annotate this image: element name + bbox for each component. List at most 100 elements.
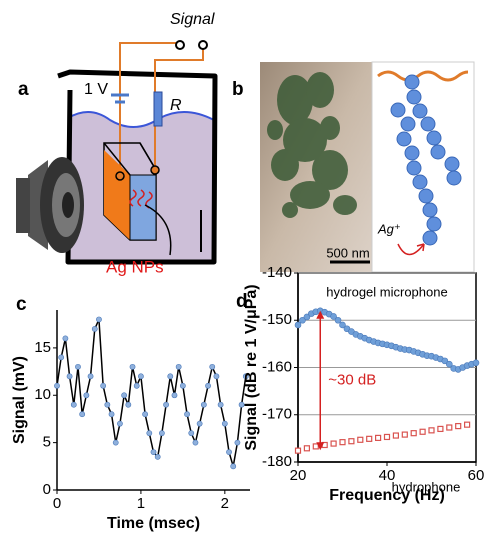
marker [299,316,306,324]
x-tick-label: 2 [221,495,229,512]
marker [200,401,207,408]
marker [175,363,182,370]
x-tick-label: 40 [379,467,396,484]
y-tick-label: 15 [34,339,51,356]
annotation: ~30 dB [328,371,376,388]
marker [419,428,426,435]
marker [158,430,165,437]
marker [294,321,302,329]
marker [171,392,178,399]
marker [242,373,249,380]
marker [87,373,94,380]
marker [112,439,119,446]
y-tick-label: 0 [43,481,51,498]
marker [188,430,195,437]
marker [54,382,60,389]
x-tick-label: 60 [468,467,485,484]
y-tick-label: -160 [262,358,292,375]
diagram-a [16,40,218,265]
marker [238,401,245,408]
panel-label: b [232,79,244,100]
marker [125,401,132,408]
marker [455,422,462,430]
y-tick-label: 10 [34,386,51,403]
marker [146,430,153,437]
marker [100,382,107,389]
series-label: hydrogel microphone [326,284,447,299]
marker [294,447,302,454]
panel-label: a [18,79,29,100]
marker [312,443,319,450]
marker [330,313,337,320]
ion-label: Ag⁺ [377,221,401,236]
y-tick-label: -150 [262,311,292,328]
marker [464,421,471,428]
marker [234,439,241,446]
y-tick-label: -170 [262,406,292,423]
marker [117,420,123,427]
marker [437,425,444,433]
marker [154,453,161,460]
marker [129,363,136,370]
marker [70,401,77,408]
marker [339,439,346,446]
arrow-head [316,442,325,451]
marker [303,445,310,452]
marker [303,313,311,321]
marker [163,401,169,408]
voltage-label: 1 V [84,81,108,98]
scale-bar-label: 500 nm [326,245,369,260]
marker [348,438,355,445]
marker [83,392,90,399]
x-tick-label: 1 [137,495,145,512]
marker [383,433,391,441]
marker [366,435,373,442]
y-axis-label: Signal (mV) [11,356,28,444]
signal-label: Signal [170,11,215,28]
marker [339,321,346,329]
series-label: hydrophone [392,479,461,494]
marker [217,401,224,408]
marker [392,432,399,439]
marker [79,411,86,418]
marker [226,449,232,456]
marker [196,420,203,427]
panel-label: c [16,294,27,315]
y-axis-label: Signal (dB re 1 V/μPa) [243,284,260,450]
marker [230,463,237,470]
marker [184,411,190,418]
resistor-label: R [170,97,182,114]
marker [66,373,73,380]
marker [472,359,480,367]
marker [150,449,157,456]
marker [209,363,216,370]
marker [375,434,382,442]
marker [330,440,337,447]
micrograph [260,61,475,273]
marker [138,373,144,380]
marker [108,411,115,418]
arrow-head [316,310,325,319]
marker [205,382,211,389]
y-tick-label: -180 [262,453,292,470]
marker [334,316,342,324]
marker [410,430,417,437]
panel-label: d [236,291,248,312]
marker [167,373,174,380]
y-tick-label: 5 [43,434,51,451]
marker [142,411,149,418]
marker [91,326,98,332]
marker [441,357,449,365]
particles-label: Ag NPs [106,257,164,276]
marker [213,373,220,380]
marker [192,439,199,446]
marker [401,431,408,438]
marker [428,427,435,434]
marker [357,436,364,443]
x-tick-label: 20 [290,467,307,484]
marker [58,354,65,361]
speaker [16,157,84,253]
x-axis-label: Frequency (Hz) [329,487,445,504]
marker [62,335,69,342]
